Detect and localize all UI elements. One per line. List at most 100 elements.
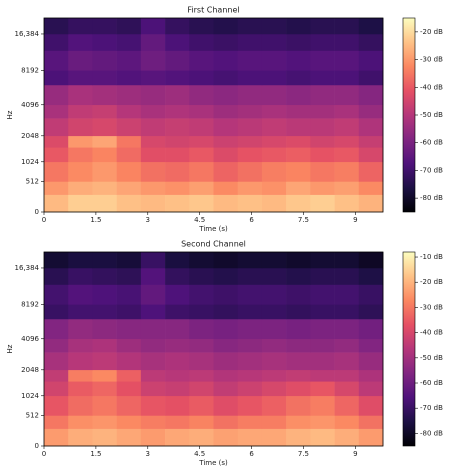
- heatmap-cell: [261, 147, 287, 163]
- heatmap-cell: [358, 252, 384, 269]
- heatmap-cell: [237, 104, 263, 119]
- heatmap-cell: [68, 181, 93, 195]
- heatmap-cell: [189, 369, 214, 382]
- y-tick-label: 1024: [21, 392, 39, 400]
- heatmap-cell: [165, 428, 190, 447]
- heatmap-cell: [68, 415, 93, 429]
- x-tick-label: 7.5: [298, 216, 309, 224]
- heatmap-cell: [116, 118, 142, 137]
- heatmap-cell: [68, 318, 93, 340]
- heatmap-cell: [92, 147, 117, 163]
- heatmap-cell: [237, 161, 263, 182]
- heatmap-cell: [237, 428, 263, 447]
- heatmap-cell: [237, 194, 263, 213]
- heatmap-cell: [334, 415, 360, 429]
- heatmap-cell: [286, 84, 311, 106]
- heatmap-cell: [334, 381, 360, 397]
- y-tick-label: 16,384: [15, 264, 40, 272]
- heatmap-cell: [140, 135, 166, 148]
- heatmap-cell: [286, 118, 311, 137]
- heatmap-cell: [237, 70, 263, 86]
- heatmap-cell: [261, 18, 287, 35]
- colorbar-tick-label: -80 dB: [420, 429, 443, 437]
- heatmap-cell: [310, 267, 335, 285]
- heatmap-cell: [334, 135, 360, 148]
- heatmap-cell: [165, 33, 190, 51]
- heatmap-cell: [261, 70, 287, 86]
- heatmap-cell: [334, 118, 360, 137]
- heatmap-cell: [44, 147, 69, 163]
- heatmap-cell: [334, 352, 360, 371]
- x-tick-label: 9: [353, 450, 357, 458]
- chart-title: Second Channel: [181, 240, 246, 249]
- heatmap-cell: [334, 194, 360, 213]
- x-axis-label: Time (s): [198, 459, 228, 467]
- heatmap-cell: [44, 50, 69, 71]
- heatmap-cell: [213, 369, 239, 382]
- heatmap-cell: [165, 118, 190, 137]
- heatmap-cell: [286, 181, 311, 195]
- heatmap-cell: [261, 318, 287, 340]
- heatmap-cell: [116, 267, 142, 285]
- heatmap-cell: [310, 33, 335, 51]
- heatmap-cell: [44, 284, 69, 305]
- heatmap-cell: [286, 50, 311, 71]
- heatmap-cell: [213, 428, 239, 447]
- heatmap-cell: [189, 318, 214, 340]
- heatmap-cell: [286, 18, 311, 35]
- heatmap-cell: [310, 50, 335, 71]
- heatmap-cell: [165, 194, 190, 213]
- heatmap-cell: [68, 135, 93, 148]
- heatmap-cell: [286, 70, 311, 86]
- heatmap-cell: [213, 415, 239, 429]
- heatmap-cell: [165, 352, 190, 371]
- heatmap-cell: [213, 381, 239, 397]
- heatmap-cell: [310, 194, 335, 213]
- heatmap-cell: [213, 104, 239, 119]
- y-tick-label: 8192: [21, 66, 39, 74]
- heatmap-cell: [140, 104, 166, 119]
- y-tick-label: 1024: [21, 158, 39, 166]
- colorbar-tick-label: -40 dB: [420, 83, 443, 91]
- heatmap-cell: [116, 161, 142, 182]
- colorbar-tick-label: -60 dB: [420, 139, 443, 147]
- heatmap-cell: [44, 415, 69, 429]
- heatmap-cell: [261, 381, 287, 397]
- colorbar: [402, 17, 416, 213]
- heatmap-cell: [44, 84, 69, 106]
- heatmap-cell: [140, 161, 166, 182]
- heatmap-cell: [261, 415, 287, 429]
- heatmap-cell: [261, 84, 287, 106]
- colorbar-tick-label: -60 dB: [420, 379, 443, 387]
- heatmap-cell: [358, 395, 384, 416]
- heatmap-cell: [116, 428, 142, 447]
- heatmap-cell: [92, 84, 117, 106]
- heatmap-cell: [261, 304, 287, 320]
- heatmap-cell: [358, 352, 384, 371]
- heatmap-cell: [237, 84, 263, 106]
- heatmap-cell: [44, 381, 69, 397]
- heatmap-cell: [286, 428, 311, 447]
- heatmap-cell: [358, 135, 384, 148]
- heatmap-cell: [286, 304, 311, 320]
- heatmap-cell: [189, 70, 214, 86]
- heatmap-cell: [165, 50, 190, 71]
- heatmap-cell: [68, 284, 93, 305]
- heatmap-cell: [358, 161, 384, 182]
- heatmap-cell: [286, 284, 311, 305]
- x-tick-label: 6: [249, 216, 254, 224]
- x-tick-label: 1.5: [90, 216, 101, 224]
- y-axis-label: Hz: [6, 110, 14, 119]
- heatmap-cell: [68, 428, 93, 447]
- heatmap-cell: [116, 70, 142, 86]
- colorbar-tick-label: -20 dB: [420, 278, 443, 286]
- heatmap-cell: [261, 428, 287, 447]
- y-tick-label: 2048: [21, 366, 39, 374]
- heatmap-cell: [116, 395, 142, 416]
- heatmap-cell: [68, 50, 93, 71]
- heatmap-cell: [140, 118, 166, 137]
- heatmap-cell: [237, 415, 263, 429]
- heatmap-cell: [92, 284, 117, 305]
- heatmap-cell: [358, 84, 384, 106]
- x-tick-label: 0: [42, 450, 46, 458]
